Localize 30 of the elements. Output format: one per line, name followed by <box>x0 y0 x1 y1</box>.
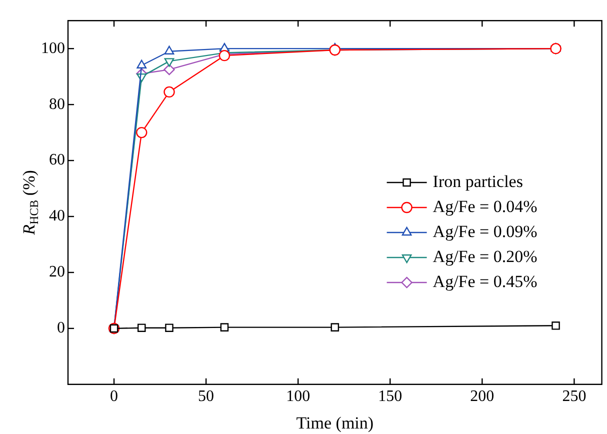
point <box>164 64 175 76</box>
point <box>165 324 174 332</box>
point <box>136 126 148 138</box>
x-tick-label: 0 <box>110 388 118 406</box>
y-tick-label: 0 <box>57 320 65 337</box>
point <box>220 323 229 332</box>
x-tick-label: 50 <box>198 388 214 406</box>
y-tick-label: 80 <box>49 96 65 113</box>
x-tick-label: 200 <box>470 388 494 406</box>
y-tick-label: 60 <box>49 152 65 169</box>
y-tick-label: 100 <box>41 40 65 57</box>
x-tick-label: 150 <box>378 388 402 406</box>
point <box>330 323 340 332</box>
x-tick-label: 250 <box>562 388 586 406</box>
y-tick-label: 20 <box>49 264 65 281</box>
legend-label: Ag/Fe = 0.09% <box>432 222 538 241</box>
x-axis-title: Time (min) <box>296 413 374 432</box>
point <box>164 46 174 54</box>
point <box>164 58 174 67</box>
legend-label: Ag/Fe = 0.04% <box>432 196 538 216</box>
point <box>137 324 146 332</box>
point <box>164 86 175 98</box>
point <box>552 321 560 330</box>
x-tick-label: 100 <box>286 388 310 406</box>
y-axis-title: RHCB (%) <box>19 170 42 236</box>
y-tick-label: 40 <box>49 208 65 225</box>
legend-label: Iron particles <box>432 172 523 191</box>
legend-label: Ag/Fe = 0.45% <box>432 272 538 291</box>
legend-label: Ag/Fe = 0.20% <box>432 246 538 266</box>
point <box>136 60 147 68</box>
